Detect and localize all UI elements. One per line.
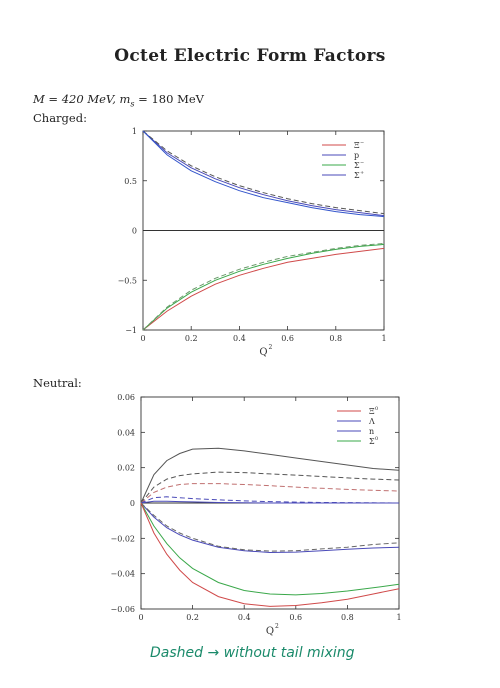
neutral-legend-label: n — [369, 427, 374, 436]
neutral-series-line-0 — [140, 447, 400, 504]
neutral-x-axis-label-sup: 2 — [275, 623, 279, 630]
charged-x-tick-label: 0 — [140, 334, 145, 343]
neutral-legend-label: Λ — [368, 417, 375, 426]
parameters-text: M = 420 MeV, ms = 180 MeV Charged: — [33, 92, 204, 126]
parameters-line: M = 420 MeV, ms = 180 MeV — [33, 92, 204, 111]
charged-x-tick-label: 0.6 — [281, 334, 294, 343]
neutral-legend-label: Σ — [369, 437, 375, 446]
charged-legend-label-sup: − — [360, 160, 364, 166]
neutral-legend-label-sup: 0 — [375, 436, 378, 442]
charged-legend-label: Ξ — [354, 141, 360, 150]
charged-series-line-2 — [142, 130, 385, 218]
neutral-series-line-2 — [140, 483, 400, 504]
charged-y-tick-label: 0 — [132, 227, 137, 236]
neutral-y-tick-label: 0.06 — [117, 393, 135, 402]
neutral-x-tick-label: 0.4 — [238, 613, 251, 622]
neutral-series-line-4 — [140, 500, 399, 504]
charged-legend-label-sup: + — [360, 170, 364, 176]
charged-y-tick-label: 0.5 — [124, 177, 137, 186]
neutral-y-tick-label: 0.02 — [117, 464, 135, 473]
charged-y-tick-label: −0.5 — [118, 276, 137, 285]
charged-x-tick-label: 0.2 — [185, 334, 198, 343]
neutral-series-line-5 — [140, 502, 400, 554]
charged-legend-label-sup: − — [360, 140, 364, 146]
neutral-legend-label-sup: 0 — [375, 406, 378, 412]
charged-legend-label: Σ — [354, 161, 360, 170]
neutral-x-tick-label: 1 — [396, 613, 401, 622]
handwritten-note: Dashed → without tail mixing — [150, 645, 355, 661]
params-sub: s — [130, 99, 135, 109]
neutral-series-line-3 — [140, 496, 400, 504]
neutral-series-line-6 — [140, 502, 400, 552]
charged-x-tick-label: 0.4 — [233, 334, 246, 343]
neutral-x-tick-label: 0 — [138, 613, 143, 622]
neutral-x-tick-label: 0.2 — [186, 613, 199, 622]
neutral-y-tick-label: 0 — [130, 499, 135, 508]
neutral-x-axis-label: Q — [266, 626, 274, 637]
charged-x-tick-label: 0.8 — [329, 334, 342, 343]
params-rest: = 180 MeV — [134, 92, 204, 106]
charged-series-line-3 — [142, 247, 385, 331]
page-title: Octet Electric Form Factors — [114, 46, 386, 66]
charged-series-line-1 — [142, 130, 385, 215]
charged-series-line-4 — [142, 243, 385, 331]
charged-y-tick-label: 1 — [132, 127, 137, 136]
neutral-x-tick-label: 0.6 — [289, 613, 302, 622]
charged-y-tick-label: −1 — [125, 326, 137, 335]
neutral-series-line-8 — [140, 502, 400, 607]
neutral-y-tick-label: −0.06 — [110, 605, 135, 614]
charged-legend-label: p — [354, 151, 359, 160]
charged-label: Charged: — [33, 111, 87, 126]
charged-series-line-0 — [142, 130, 385, 217]
neutral-y-tick-label: −0.04 — [110, 570, 135, 579]
charged-x-axis-label-sup: 2 — [269, 344, 273, 351]
params-label: M = 420 MeV, m — [33, 92, 131, 106]
neutral-label: Neutral: — [33, 376, 82, 390]
charged-x-tick-label: 1 — [381, 334, 386, 343]
neutral-series-line-7 — [140, 502, 400, 596]
neutral-legend-label: Ξ — [369, 407, 375, 416]
charged-x-axis-label: Q — [259, 347, 267, 358]
neutral-y-tick-label: 0.04 — [117, 428, 135, 437]
neutral-y-tick-label: −0.02 — [110, 534, 135, 543]
neutral-series-line-1 — [140, 471, 400, 504]
charged-series-line-5 — [142, 242, 385, 331]
charged-legend-label: Σ — [354, 171, 360, 180]
neutral-x-tick-label: 0.8 — [341, 613, 354, 622]
